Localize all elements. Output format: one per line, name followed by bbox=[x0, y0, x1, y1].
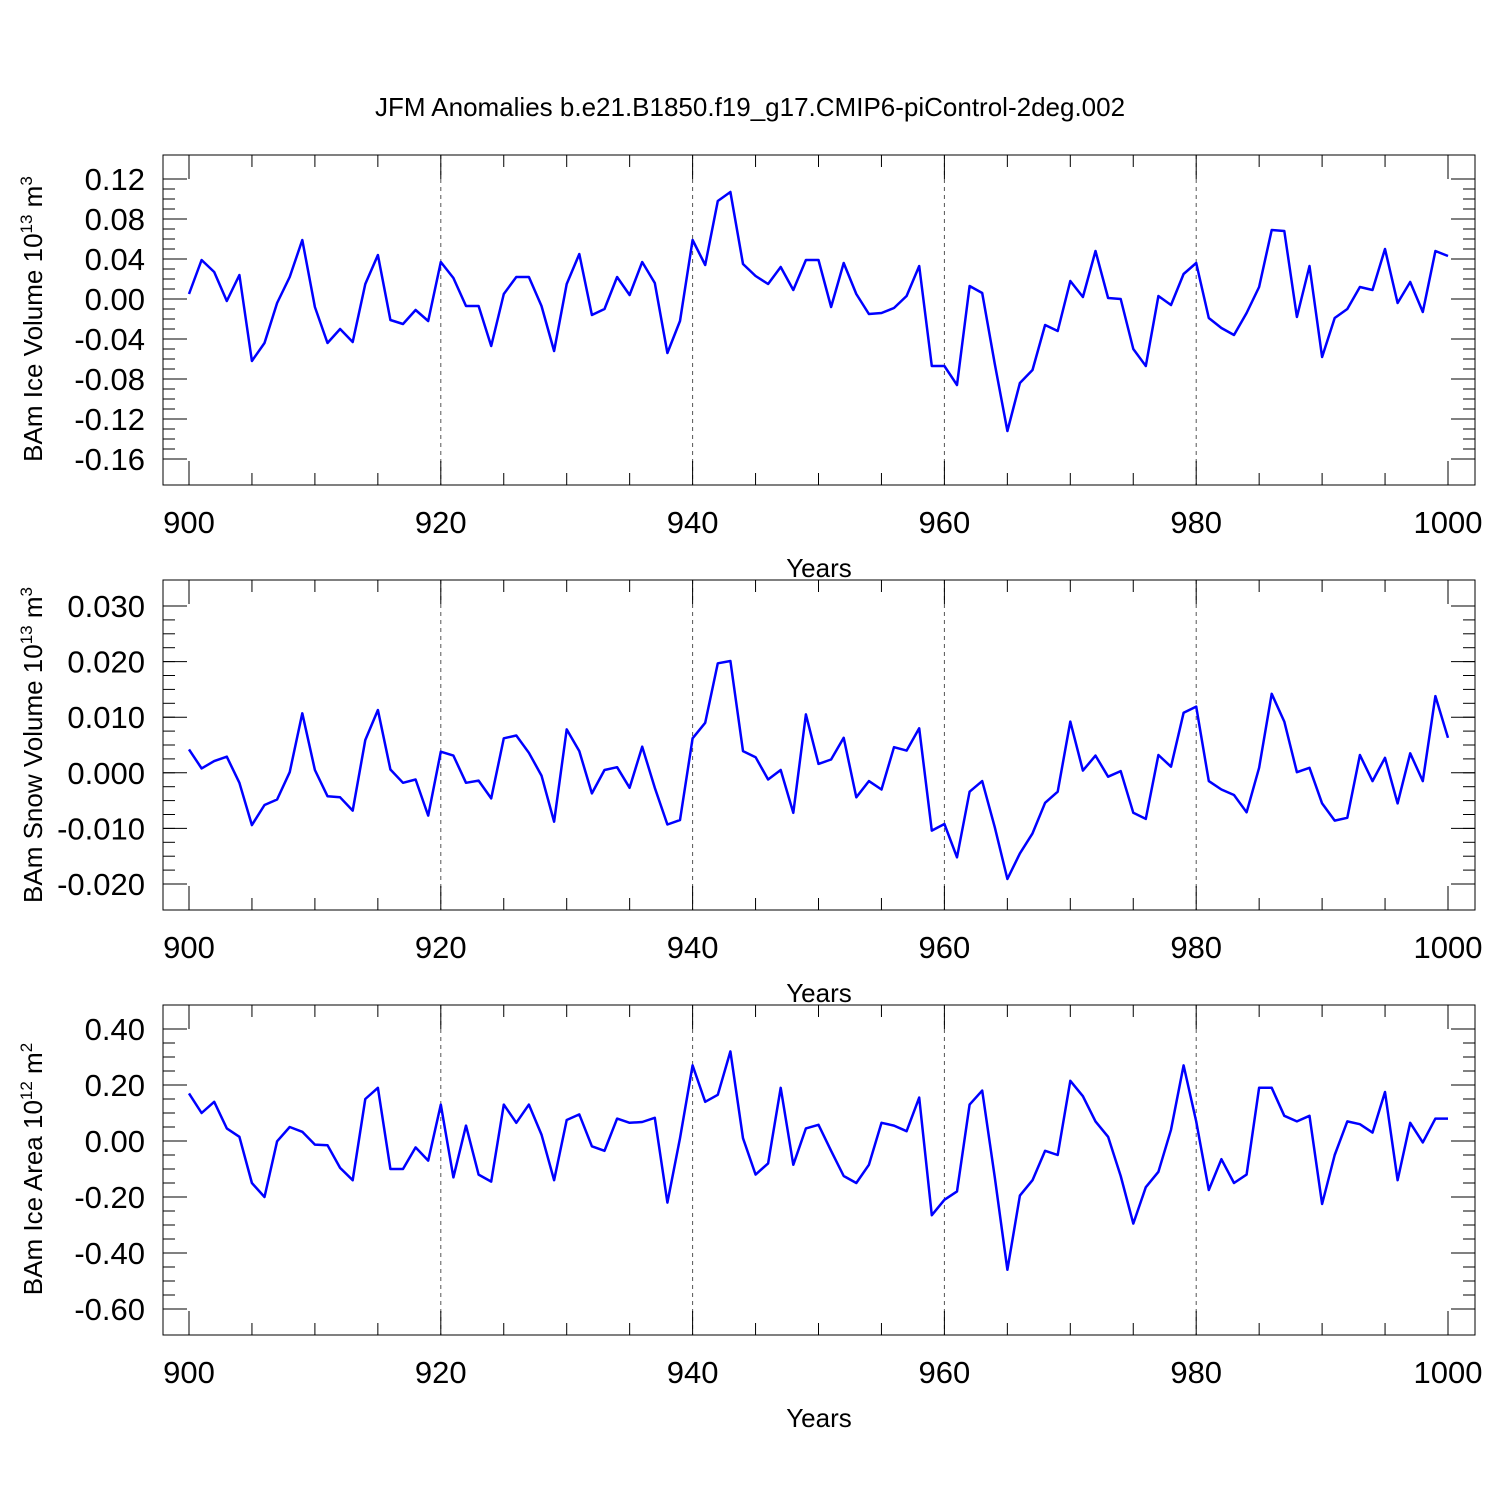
x-tick-label: 1000 bbox=[1414, 1355, 1483, 1390]
y-tick-label: -0.08 bbox=[74, 362, 145, 397]
y-tick-label: 0.000 bbox=[67, 756, 145, 791]
y-axis-label-text: m bbox=[18, 596, 48, 625]
x-tick-label: 980 bbox=[1170, 1355, 1222, 1390]
y-tick-label: -0.010 bbox=[57, 811, 145, 846]
plot-frame bbox=[162, 154, 1476, 486]
x-tick-label: 900 bbox=[163, 1355, 215, 1390]
y-axis-label-text: BAm Snow Volume 10 bbox=[18, 644, 48, 903]
x-tick-label: 960 bbox=[919, 505, 971, 540]
y-axis-label-superscript: 13 bbox=[17, 625, 36, 644]
y-tick-label: -0.16 bbox=[74, 442, 145, 477]
y-axis-label-superscript: 12 bbox=[17, 1081, 36, 1100]
series-line bbox=[187, 190, 1449, 433]
figure-title: JFM Anomalies b.e21.B1850.f19_g17.CMIP6-… bbox=[375, 92, 1125, 122]
x-tick-label: 940 bbox=[667, 505, 719, 540]
chart-panel-1: 900 920 940 960 980 1000 0.12 0.08 0.04 0.00 -0.04… bbox=[17, 154, 1483, 583]
x-tick-label: 920 bbox=[415, 930, 467, 965]
y-tick-label: 0.20 bbox=[85, 1068, 145, 1103]
x-tick-label: 980 bbox=[1170, 930, 1222, 965]
y-tick-label: 0.030 bbox=[67, 589, 145, 624]
y-tick-label: 0.00 bbox=[85, 1124, 145, 1159]
plot-frame bbox=[162, 1004, 1476, 1336]
series-line bbox=[187, 1050, 1448, 1272]
plot-frame bbox=[162, 579, 1476, 911]
y-tick-label: -0.020 bbox=[57, 867, 145, 902]
y-tick-label: 0.020 bbox=[67, 645, 145, 680]
y-tick-label: 0.00 bbox=[85, 282, 145, 317]
x-tick-label: 920 bbox=[415, 505, 467, 540]
y-axis-label-superscript: 13 bbox=[17, 215, 36, 234]
x-tick-label: 900 bbox=[163, 930, 215, 965]
y-tick-label: -0.40 bbox=[74, 1236, 145, 1271]
x-tick-label: 940 bbox=[667, 1355, 719, 1390]
y-axis-label: BAm Ice Volume 1013 m3 bbox=[17, 176, 48, 462]
y-tick-label: 0.40 bbox=[85, 1012, 145, 1047]
y-tick-label: -0.04 bbox=[74, 322, 145, 357]
y-axis-label-text: BAm Ice Area 10 bbox=[18, 1100, 48, 1295]
y-axis-label-superscript: 3 bbox=[17, 587, 36, 596]
x-tick-label: 900 bbox=[163, 505, 215, 540]
chart-panels: 900 920 940 960 980 1000 0.12 0.08 0.04 0.00 -0.04… bbox=[17, 154, 1483, 1433]
x-tick-label: 940 bbox=[667, 930, 719, 965]
y-tick-label: 0.08 bbox=[85, 202, 145, 237]
y-tick-label: 0.010 bbox=[67, 700, 145, 735]
chart-panel-2: 900 920 940 960 980 1000 0.030 0.020 0.010 0.000 -… bbox=[17, 579, 1483, 1008]
y-axis-label-text: m bbox=[18, 1052, 48, 1081]
series-line bbox=[187, 659, 1450, 881]
x-tick-label: 960 bbox=[919, 930, 971, 965]
y-axis-label-text: m bbox=[18, 186, 48, 215]
x-tick-label: 1000 bbox=[1414, 505, 1483, 540]
x-tick-label: 1000 bbox=[1414, 930, 1483, 965]
y-axis-label-text: BAm Ice Volume 10 bbox=[18, 233, 48, 461]
x-tick-label: 960 bbox=[919, 1355, 971, 1390]
x-tick-label: 980 bbox=[1170, 505, 1222, 540]
x-tick-label: 920 bbox=[415, 1355, 467, 1390]
y-tick-label: 0.12 bbox=[85, 162, 145, 197]
chart-panel-3: 900 920 940 960 980 1000 0.40 0.20 0.00 -0.20 -0.4… bbox=[17, 1004, 1483, 1433]
x-axis-label: Years bbox=[786, 1403, 852, 1433]
y-axis-label-superscript: 3 bbox=[17, 176, 36, 185]
y-tick-label: 0.04 bbox=[85, 242, 145, 277]
x-axis-label: Years bbox=[786, 553, 852, 583]
y-tick-label: -0.12 bbox=[74, 402, 145, 437]
y-axis-label: BAm Ice Area 1012 m2 bbox=[17, 1043, 48, 1295]
y-tick-label: -0.20 bbox=[74, 1180, 145, 1215]
y-axis-label-superscript: 2 bbox=[17, 1043, 36, 1052]
x-axis-label: Years bbox=[786, 978, 852, 1008]
y-axis-label: BAm Snow Volume 1013 m3 bbox=[17, 587, 48, 903]
y-tick-label: -0.60 bbox=[74, 1292, 145, 1327]
